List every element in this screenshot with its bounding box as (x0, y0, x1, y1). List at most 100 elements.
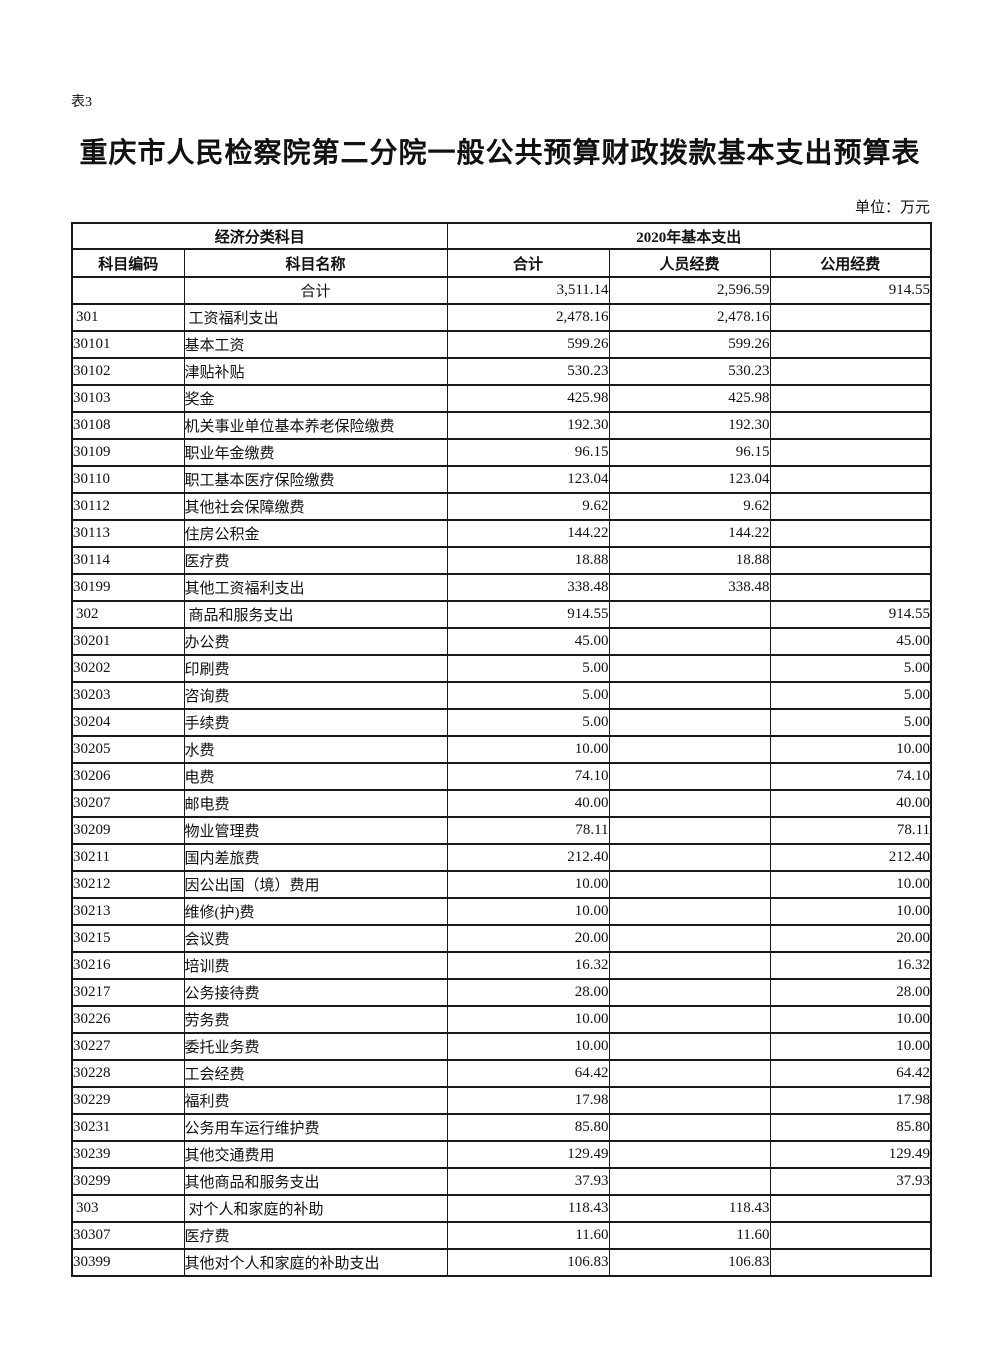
public-cell: 64.42 (769, 1059, 932, 1088)
personnel-cell: 118.43 (608, 1194, 771, 1223)
name-cell: 职业年金缴费 (183, 438, 448, 467)
code-cell: 30217 (71, 978, 185, 1007)
public-cell: 5.00 (769, 708, 932, 737)
public-cell (769, 465, 932, 494)
total-cell: 5.00 (446, 708, 610, 737)
personnel-cell (608, 897, 771, 926)
name-cell: 其他交通费用 (183, 1140, 448, 1169)
total-cell: 530.23 (446, 357, 610, 386)
budget-table-header: 经济分类科目 2020年基本支出 科目编码 科目名称 合计 人员经费 公用经费 (71, 222, 932, 278)
personnel-cell (608, 870, 771, 899)
personnel-cell: 425.98 (608, 384, 771, 413)
name-cell: 基本工资 (183, 330, 448, 359)
code-cell: 30227 (71, 1032, 185, 1061)
table-row: 30231 公务用车运行维护费 85.80 85.80 (71, 1113, 932, 1142)
public-cell: 85.80 (769, 1113, 932, 1142)
total-cell: 144.22 (446, 519, 610, 548)
code-cell: 30108 (71, 411, 185, 440)
total-cell: 37.93 (446, 1167, 610, 1196)
public-cell: 914.55 (769, 276, 932, 305)
table-row: 30239 其他交通费用 129.49 129.49 (71, 1140, 932, 1169)
public-cell (769, 384, 932, 413)
name-cell: 住房公积金 (183, 519, 448, 548)
table-row: 30204 手续费 5.00 5.00 (71, 708, 932, 737)
total-cell: 10.00 (446, 1005, 610, 1034)
personnel-cell (608, 924, 771, 953)
table-row: 30228 工会经费 64.42 64.42 (71, 1059, 932, 1088)
public-cell (769, 573, 932, 602)
public-cell: 10.00 (769, 735, 932, 764)
name-cell: 电费 (183, 762, 448, 791)
total-cell: 28.00 (446, 978, 610, 1007)
header-2020-basic-expenditure: 2020年基本支出 (446, 222, 932, 250)
header-group-row: 经济分类科目 2020年基本支出 (71, 222, 932, 250)
total-cell: 45.00 (446, 627, 610, 656)
personnel-cell (608, 978, 771, 1007)
personnel-cell (608, 654, 771, 683)
code-cell: 30229 (71, 1086, 185, 1115)
public-cell: 5.00 (769, 654, 932, 683)
table-row: 30205 水费 10.00 10.00 (71, 735, 932, 764)
public-cell: 10.00 (769, 1005, 932, 1034)
code-cell: 30204 (71, 708, 185, 737)
personnel-cell (608, 843, 771, 872)
public-cell: 914.55 (769, 600, 932, 629)
name-cell: 工会经费 (183, 1059, 448, 1088)
public-cell (769, 519, 932, 548)
public-cell: 74.10 (769, 762, 932, 791)
budget-table-body: 合计 3,511.14 2,596.59 914.55 301 工资福利支出 2,478.1… (71, 276, 932, 1277)
personnel-cell: 2,596.59 (608, 276, 771, 305)
code-cell: 30216 (71, 951, 185, 980)
name-cell: 其他工资福利支出 (183, 573, 448, 602)
table-row: 301 工资福利支出 2,478.16 2,478.16 (71, 303, 932, 332)
personnel-cell (608, 627, 771, 656)
personnel-cell (608, 816, 771, 845)
total-cell: 85.80 (446, 1113, 610, 1142)
total-cell: 40.00 (446, 789, 610, 818)
total-cell: 192.30 (446, 411, 610, 440)
personnel-cell: 144.22 (608, 519, 771, 548)
personnel-cell (608, 789, 771, 818)
code-cell: 302 (71, 600, 185, 629)
total-cell: 599.26 (446, 330, 610, 359)
public-cell (769, 492, 932, 521)
code-cell: 30203 (71, 681, 185, 710)
total-cell: 96.15 (446, 438, 610, 467)
public-cell: 37.93 (769, 1167, 932, 1196)
public-cell: 28.00 (769, 978, 932, 1007)
personnel-cell: 9.62 (608, 492, 771, 521)
name-cell: 因公出国（境）费用 (183, 870, 448, 899)
public-cell: 10.00 (769, 897, 932, 926)
public-cell: 129.49 (769, 1140, 932, 1169)
personnel-cell (608, 1113, 771, 1142)
name-cell: 邮电费 (183, 789, 448, 818)
total-cell: 11.60 (446, 1221, 610, 1250)
table-row: 30101 基本工资 599.26 599.26 (71, 330, 932, 359)
code-cell: 30213 (71, 897, 185, 926)
table-row: 30103 奖金 425.98 425.98 (71, 384, 932, 413)
code-cell: 30299 (71, 1167, 185, 1196)
personnel-cell (608, 1032, 771, 1061)
name-cell: 津贴补贴 (183, 357, 448, 386)
total-cell: 78.11 (446, 816, 610, 845)
table-row: 30212 因公出国（境）费用 10.00 10.00 (71, 870, 932, 899)
personnel-cell: 530.23 (608, 357, 771, 386)
unit-note: 单位：万元 (854, 200, 930, 216)
name-cell: 其他对个人和家庭的补助支出 (183, 1248, 448, 1277)
total-cell: 9.62 (446, 492, 610, 521)
code-cell: 30201 (71, 627, 185, 656)
total-cell: 123.04 (446, 465, 610, 494)
name-cell: 委托业务费 (183, 1032, 448, 1061)
code-cell: 30307 (71, 1221, 185, 1250)
code-cell: 30228 (71, 1059, 185, 1088)
public-cell (769, 411, 932, 440)
total-cell: 106.83 (446, 1248, 610, 1277)
total-cell: 118.43 (446, 1194, 610, 1223)
table-row: 30207 邮电费 40.00 40.00 (71, 789, 932, 818)
total-cell: 10.00 (446, 1032, 610, 1061)
personnel-cell (608, 1140, 771, 1169)
public-cell: 212.40 (769, 843, 932, 872)
table-row: 30206 电费 74.10 74.10 (71, 762, 932, 791)
code-cell: 30101 (71, 330, 185, 359)
